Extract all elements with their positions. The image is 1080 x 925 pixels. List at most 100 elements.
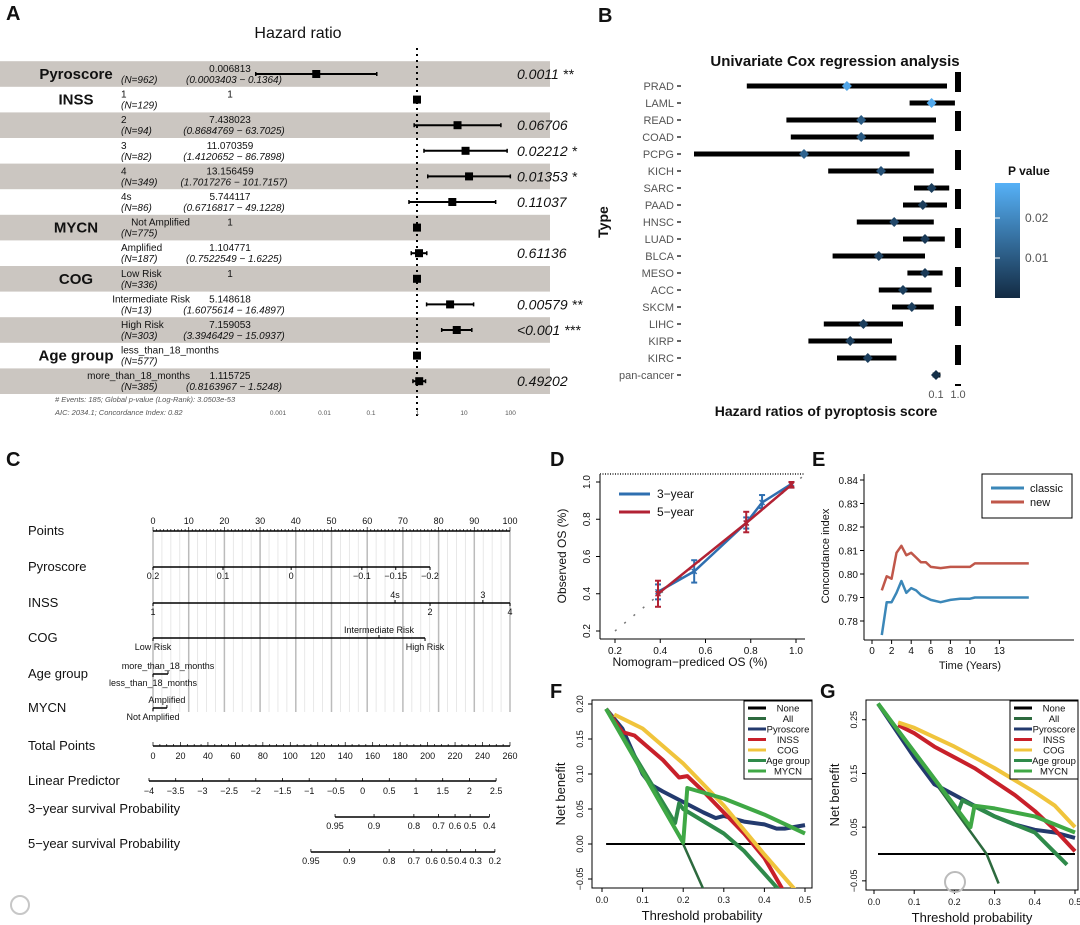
row-label: Age group (28, 666, 88, 681)
n-label: (N=775) (121, 229, 157, 240)
hr-point (906, 302, 917, 312)
y-axis-label: Net benefit (827, 763, 842, 826)
hr-point (873, 251, 884, 261)
y-tick-label: 0.20 (575, 695, 585, 713)
category-label: LUAD (645, 234, 674, 246)
y-tick-label: 0.00 (575, 835, 585, 853)
tick-label: 40 (203, 751, 213, 761)
data-point (691, 568, 698, 575)
legend-label: Age group (766, 756, 810, 767)
x-tick-label: 0.2 (677, 895, 690, 905)
forest-row: PRAD (643, 81, 947, 93)
series-line-inss (604, 707, 785, 888)
legend-label: Pyroscore (767, 725, 810, 736)
hr-value: 1 (227, 218, 233, 229)
forest-row: ACC (651, 285, 932, 297)
row-stripe (0, 214, 550, 241)
tick-label: 0.7 (408, 856, 421, 866)
category-label: COAD (642, 132, 674, 144)
row-label: MYCN (28, 700, 66, 715)
p-value: 0.06706 (517, 117, 568, 133)
hr-point (876, 166, 886, 176)
n-label: (N=82) (121, 152, 152, 163)
level-label: 3 (121, 141, 127, 152)
hr-point (799, 149, 809, 159)
row-label: COG (28, 630, 58, 645)
forest-row: Intermediate Risk(N=13) 5.148618(1.607561… (112, 294, 583, 316)
forest-row: PAAD (645, 200, 947, 212)
series-classic: classic (880, 483, 1064, 636)
category-label: READ (643, 115, 674, 127)
hr-point (862, 353, 873, 363)
tick-label: 240 (475, 751, 490, 761)
series-0: 3−year (619, 480, 795, 601)
panel-label-g: G (820, 681, 836, 703)
x-tick-label: 6 (928, 646, 934, 657)
row-label: Points (28, 523, 65, 538)
forest-row: SKCM (642, 302, 934, 314)
x-tick-label: 0.0 (596, 895, 609, 905)
series-line-mycn (604, 707, 806, 845)
p-value: <0.001 *** (517, 322, 581, 338)
hr-value: 7.438023 (209, 115, 251, 126)
y-axis-label: Concordance index (820, 508, 832, 603)
category-label: HNSC (643, 217, 674, 229)
tick-label: Not Amplified (126, 712, 179, 722)
tick-label: −0.1 (353, 571, 371, 581)
tick-label: 2 (428, 607, 433, 617)
y-tick-label: 0.4 (582, 586, 593, 600)
legend-label: None (1043, 704, 1066, 715)
tick-label: 2 (467, 786, 472, 796)
variable-name: COG (59, 271, 93, 288)
hr-value: 1.104771 (209, 243, 251, 254)
forest-row: HNSC (643, 217, 934, 229)
hr-point (917, 200, 928, 210)
level-label: Low Risk (121, 269, 163, 280)
p-value: 0.0011 ** (517, 66, 574, 82)
ci-value: (0.7522549 − 1.6225) (186, 254, 282, 265)
tick-label: −1.5 (274, 786, 292, 796)
legend-label: 3−year (657, 487, 694, 501)
p-value: 0.61136 (517, 245, 567, 261)
tick-label: 0.6 (449, 821, 462, 831)
ci-value: (0.8163967 − 1.5248) (186, 382, 282, 393)
panel-label-c: C (6, 449, 20, 471)
y-axis-label: Type (595, 206, 611, 238)
forest-row: LUAD (645, 234, 945, 246)
forest-row: KIRC (648, 353, 897, 365)
n-label: (N=303) (121, 331, 157, 342)
hr-point (312, 70, 321, 78)
tick-label: 0.9 (368, 821, 381, 831)
series-new: new (880, 497, 1050, 591)
y-tick-label: 0.15 (849, 765, 859, 783)
hr-point (413, 95, 421, 104)
tick-label: 0.7 (432, 821, 445, 831)
tick-label: 4 (507, 607, 512, 617)
hr-point (461, 146, 470, 155)
x-tick-label: 0.3 (718, 895, 731, 905)
hr-point (452, 326, 461, 334)
category-label: PCPG (643, 149, 674, 161)
hr-point (465, 172, 474, 181)
p-value: 0.01353 * (517, 168, 577, 184)
forest-row: LAML (645, 98, 955, 110)
tick-label: 0.1 (217, 571, 230, 581)
tick-label: 220 (448, 751, 463, 761)
x-axis-label: Hazard ratios of pyroptosis score (715, 403, 938, 419)
forest-row: READ (643, 115, 936, 127)
hr-value: 5.744117 (210, 192, 251, 203)
y-tick-label: 0.25 (849, 711, 859, 729)
watermark-logo (10, 895, 30, 915)
tick-label: −1 (304, 786, 314, 796)
forest-row: Pyroscore (N=962) 0.006813(0.0003403 − 0.1… (0, 61, 574, 87)
tick-label: more_than_18_months (122, 661, 215, 671)
n-label: (N=577) (121, 357, 157, 368)
x-tick-label: 1 (416, 410, 420, 417)
legend-label: MYCN (1040, 767, 1068, 778)
watermark-icon (944, 871, 966, 893)
x-tick-label: 0.1 (636, 895, 649, 905)
forest-title: Hazard ratio (254, 25, 341, 42)
y-tick-label: 0.15 (575, 730, 585, 748)
tick-label: 120 (310, 751, 325, 761)
ci-value: (1.4120652 − 86.7898) (183, 152, 284, 163)
